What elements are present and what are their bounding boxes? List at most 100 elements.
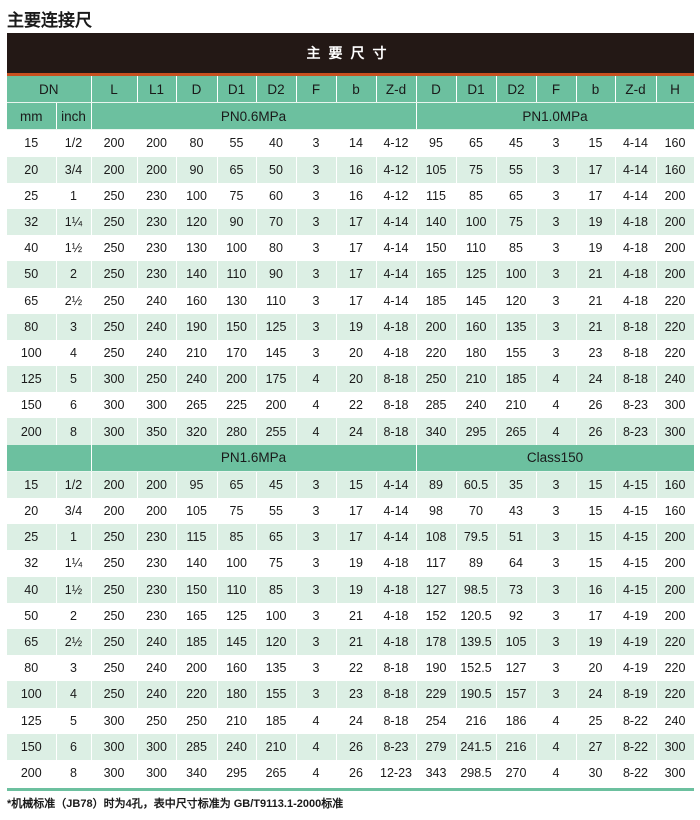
table-cell: 135 [496,313,537,340]
table-cell: 4-12 [376,156,417,183]
table-cell: 120 [176,208,218,236]
table-cell: 95 [176,471,218,498]
table-cell: 240 [176,366,218,393]
table-cell: 320 [176,418,218,445]
table-cell: 25 [576,707,616,734]
table-cell: 20 [576,655,616,682]
table-cell: 200 [137,471,177,498]
table-cell: 65 [7,628,57,656]
table-cell: 89 [456,550,497,577]
table-cell: 3 [296,524,337,551]
table-cell: 250 [91,655,138,682]
table-cell: 15 [576,524,616,551]
table-cell: 55 [496,156,537,183]
table-cell: 4-18 [376,628,417,656]
column-header: F [296,76,337,104]
table-cell: 200 [91,129,138,157]
table-cell: 250 [91,182,138,209]
table-cell: 165 [176,602,218,629]
table-cell: 178 [416,628,457,656]
table-cell: 200 [416,313,457,340]
table-cell: 265 [176,392,218,419]
table-cell: 2½ [56,628,92,656]
table-cell: 43 [496,498,537,525]
table-cell: 165 [416,261,457,288]
table-cell: 150 [7,733,57,760]
table-cell: 4-18 [615,261,657,288]
table-cell: 4-19 [615,655,657,682]
table-cell: 4-18 [615,208,657,236]
table-cell: 27 [576,733,616,760]
table-cell: 65 [256,524,297,551]
table-cell: 130 [217,287,257,314]
table-cell: 21 [576,287,616,314]
table-cell: 200 [176,655,218,682]
table-row: 15 1/2 200 200 80 55 40 3 14 4-12 95 65 45 3 15 4-14 160 [7,129,695,157]
table-cell: 340 [416,418,457,445]
table-cell: 3 [536,681,577,708]
table-cell: 20 [336,366,377,393]
table-cell: 155 [256,681,297,708]
table-cell: 21 [336,602,377,629]
table-cell: 200 [656,602,695,629]
table-cell: 230 [137,235,177,262]
table-cell: 150 [217,313,257,340]
table-cell: 3 [536,655,577,682]
table-cell: 130 [176,235,218,262]
table-cell: 200 [91,498,138,525]
table-cell: 3 [536,498,577,525]
table-cell: 32 [7,550,57,577]
table-cell: 8 [56,759,92,787]
table-cell: 2 [56,261,92,288]
table-cell: 200 [256,392,297,419]
table-cell: 1 [56,182,92,209]
table-cell: 8-23 [615,418,657,445]
table-cell: 125 [256,313,297,340]
table-cell: 230 [137,550,177,577]
table-cell: 250 [137,366,177,393]
table-cell: 180 [217,681,257,708]
column-header: D [416,76,457,104]
unit-mm-header: mm [7,102,57,131]
table-cell: 160 [656,129,695,157]
pressure-header-row: mm inch PN0.6MPa PN1.0MPa [7,102,695,131]
section-header-pn06: PN0.6MPa [91,102,417,131]
table-cell: 250 [176,707,218,734]
table-cell: 200 [656,208,695,236]
table-cell: 250 [91,261,138,288]
table-cell: 26 [576,392,616,419]
table-cell: 25 [7,182,57,209]
table-cell: 4-18 [376,602,417,629]
table-cell: 105 [416,156,457,183]
table-cell: 100 [217,235,257,262]
table-cell: 90 [217,208,257,236]
table-cell: 4 [296,707,337,734]
table-cell: 200 [137,156,177,183]
table-cell: 279 [416,733,457,760]
table-cell: 230 [137,524,177,551]
table-row: 40 1½ 250 230 150 110 85 3 19 4-18 127 98.5 73 3 16 4-1… [7,576,695,603]
column-header: Z-d [376,76,417,104]
table-row: 150 6 300 300 285 240 210 4 26 8-23 279 241.5 216 4 27… [7,733,695,760]
table-cell: 55 [217,129,257,157]
table-row: 25 1 250 230 115 85 65 3 17 4-14 108 79.5 51 3 15 4-15 2… [7,524,695,551]
table-cell: 3 [296,550,337,577]
table-cell: 24 [576,366,616,393]
unit-inch-header: inch [56,102,92,131]
table-cell: 3 [296,602,337,629]
table-cell: 240 [137,313,177,340]
table-cell: 51 [496,524,537,551]
table-cell: 240 [137,287,177,314]
table-cell: 8-22 [615,759,657,787]
table-cell: 300 [137,759,177,787]
table-cell: 4-15 [615,550,657,577]
table-cell: 300 [656,418,695,445]
table-cell: 3 [536,261,577,288]
table-cell: 3 [536,550,577,577]
table-cell: 285 [176,733,218,760]
table-cell: 21 [336,628,377,656]
table-cell: 200 [656,182,695,209]
table-cell: 240 [137,628,177,656]
table-cell: 1¼ [56,550,92,577]
table-cell: 3 [536,208,577,236]
